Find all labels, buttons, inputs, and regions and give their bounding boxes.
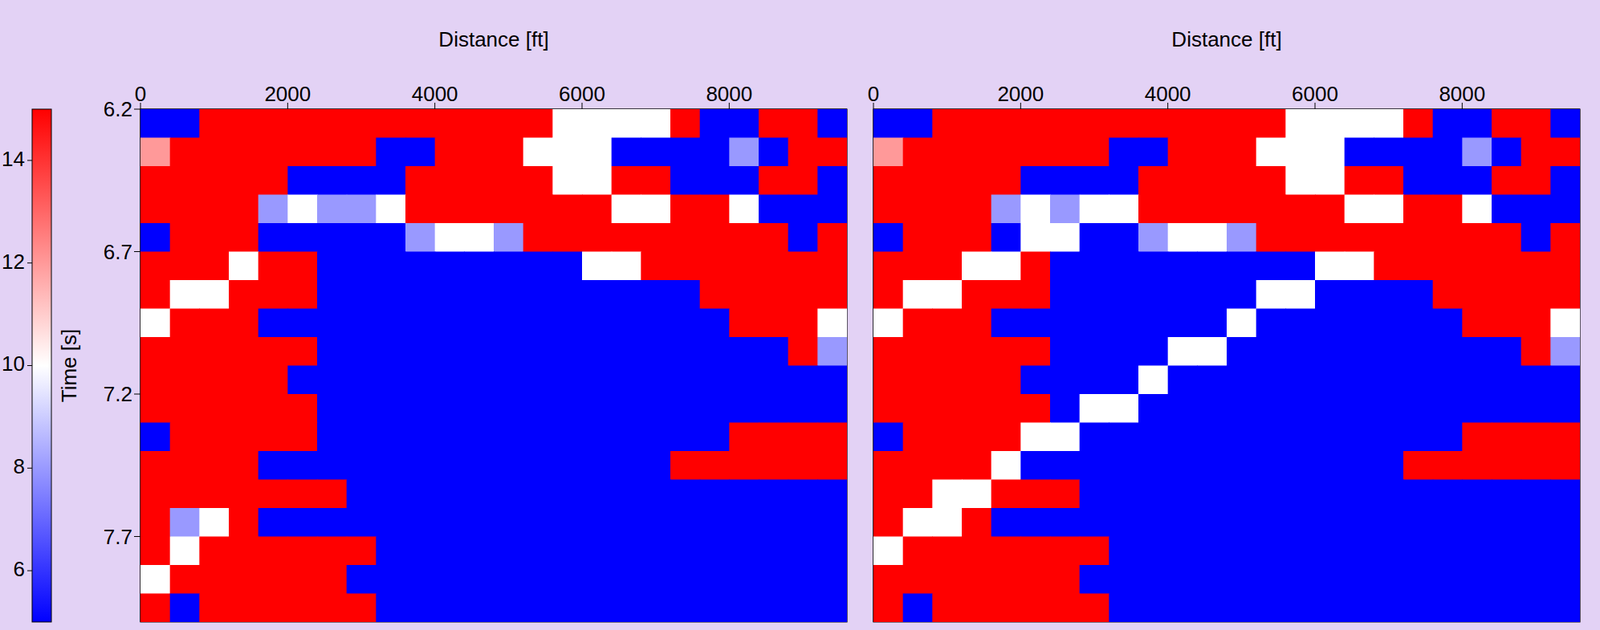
svg-text:Distance [ft]: Distance [ft] — [438, 27, 549, 52]
svg-text:2000: 2000 — [264, 81, 311, 106]
svg-text:6.7: 6.7 — [103, 240, 133, 265]
svg-text:6.2: 6.2 — [103, 97, 133, 122]
svg-text:2000: 2000 — [997, 81, 1044, 106]
svg-text:0: 0 — [867, 81, 880, 106]
svg-text:7.2: 7.2 — [103, 382, 133, 407]
svg-text:6000: 6000 — [558, 81, 606, 106]
svg-text:4000: 4000 — [411, 81, 459, 106]
svg-text:8: 8 — [13, 454, 25, 479]
svg-text:0: 0 — [134, 81, 147, 106]
svg-text:8000: 8000 — [705, 81, 753, 106]
svg-text:6000: 6000 — [1291, 81, 1339, 106]
svg-text:4000: 4000 — [1144, 81, 1192, 106]
svg-text:6: 6 — [13, 557, 25, 582]
svg-text:7.7: 7.7 — [103, 525, 133, 550]
svg-text:10: 10 — [1, 351, 25, 376]
svg-text:Time [s]: Time [s] — [56, 329, 82, 403]
svg-text:14: 14 — [1, 146, 25, 171]
svg-text:8000: 8000 — [1438, 81, 1486, 106]
svg-text:Distance [ft]: Distance [ft] — [1171, 27, 1282, 52]
svg-text:12: 12 — [1, 249, 25, 274]
